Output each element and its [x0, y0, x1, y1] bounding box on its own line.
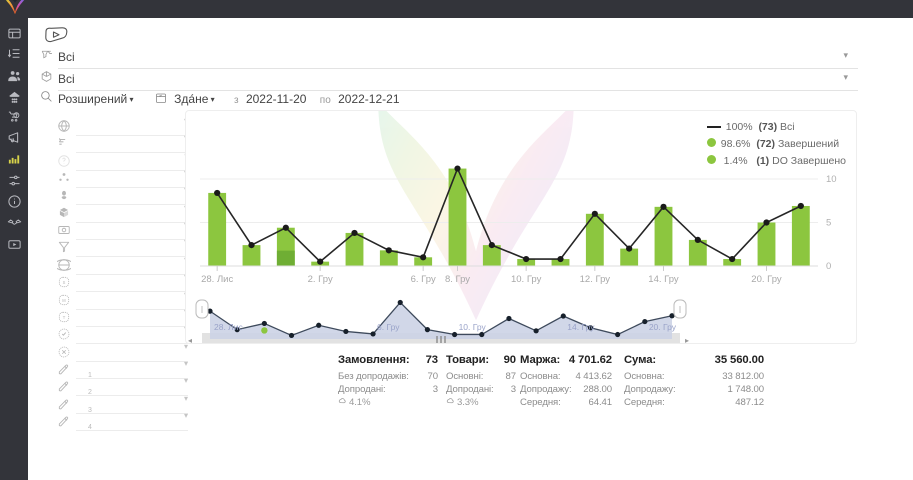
svg-text:5: 5	[826, 218, 831, 229]
svg-text:10. Гру: 10. Гру	[459, 322, 487, 332]
svg-text:0: 0	[826, 261, 831, 272]
svg-text:◂: ◂	[188, 336, 192, 344]
svg-text:6. Гру: 6. Гру	[411, 274, 436, 285]
svg-text:20. Гру: 20. Гру	[751, 274, 782, 285]
svg-text:M: M	[62, 297, 66, 302]
svg-text:20. Гру: 20. Гру	[649, 322, 677, 332]
svg-text:28. Лис: 28. Лис	[201, 274, 233, 285]
svg-text:14. Гру: 14. Гру	[567, 322, 595, 332]
svg-text:10. Гру: 10. Гру	[511, 274, 542, 285]
svg-text:14. Гру: 14. Гру	[648, 274, 679, 285]
svg-text:T: T	[63, 315, 66, 320]
svg-text:▸: ▸	[685, 336, 689, 344]
svg-text:28. Лис: 28. Лис	[214, 322, 244, 332]
svg-text:S: S	[63, 280, 66, 285]
svg-text:10: 10	[826, 174, 837, 185]
svg-text:8. Гру: 8. Гру	[445, 274, 470, 285]
svg-text:6. Гру: 6. Гру	[377, 322, 400, 332]
svg-text:12. Гру: 12. Гру	[580, 274, 611, 285]
svg-text:2. Гру: 2. Гру	[308, 274, 333, 285]
